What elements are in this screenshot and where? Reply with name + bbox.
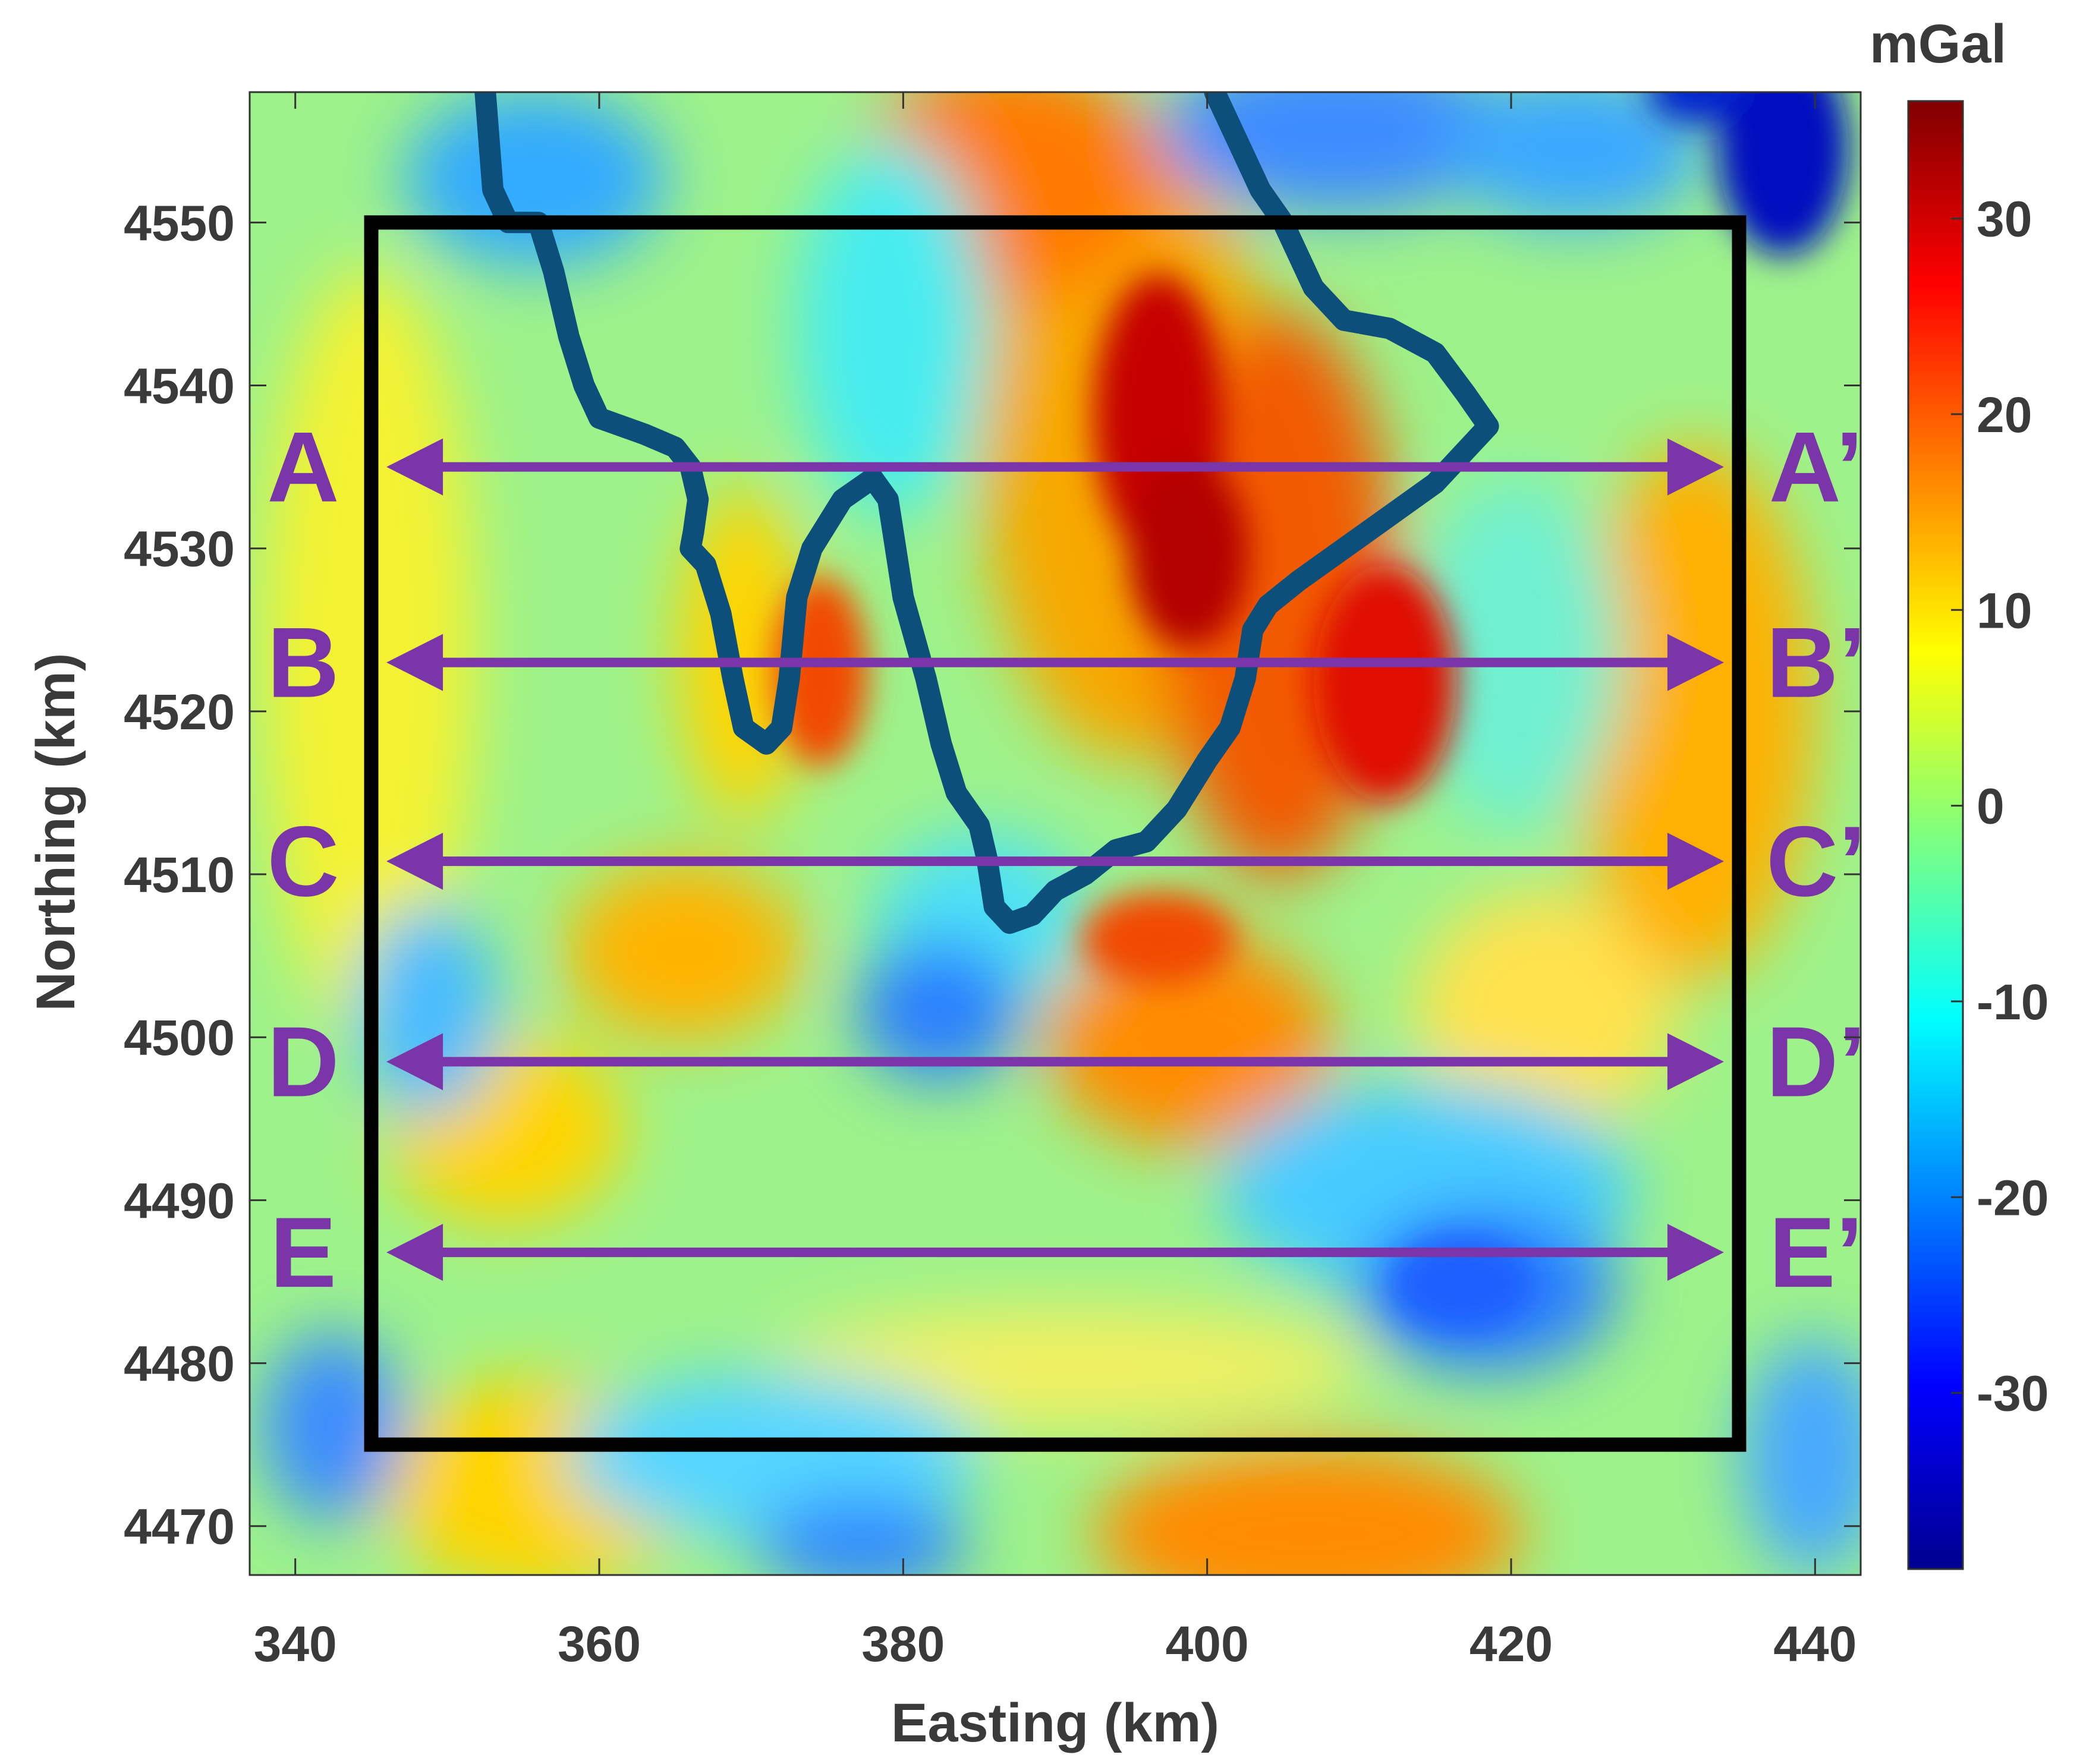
profile-start-label: D xyxy=(267,1006,339,1117)
colorbar-tick-label: -30 xyxy=(1977,1366,2049,1422)
profile-end-label: C’ xyxy=(1766,805,1866,917)
profile-end-label: A’ xyxy=(1769,411,1864,523)
profile-a: A A’ xyxy=(267,411,1863,523)
arrowhead-left xyxy=(386,438,443,496)
x-tick-label: 340 xyxy=(254,1616,337,1672)
profile-start-label: B xyxy=(267,607,339,719)
colorbar-tick-label: -10 xyxy=(1977,974,2049,1030)
arrowhead-left xyxy=(386,833,443,890)
x-axis: 340 360 380 400 420 440 xyxy=(254,92,1857,1672)
colorbar-tick-label: 0 xyxy=(1977,779,2005,834)
y-tick-label: 4520 xyxy=(124,684,235,740)
y-axis-title: Northing (km) xyxy=(26,653,86,1011)
y-tick-label: 4550 xyxy=(124,195,235,251)
colorbar-title: mGal xyxy=(1870,14,2006,74)
arrowhead-left xyxy=(386,634,443,691)
arrowhead-right xyxy=(1667,833,1724,890)
profile-b: B B’ xyxy=(267,607,1866,719)
x-tick-label: 380 xyxy=(861,1616,945,1672)
arrowhead-right xyxy=(1667,1224,1724,1281)
profile-start-label: A xyxy=(267,411,339,523)
colorbar-tick-label: 30 xyxy=(1977,191,2032,247)
profile-start-label: C xyxy=(267,805,339,917)
anomaly-map xyxy=(250,92,1861,1575)
y-axis: 4470 4480 4490 4500 4510 4520 4530 4540 4550 xyxy=(124,195,1861,1555)
colorbar-scale xyxy=(1907,100,1964,1570)
profile-e: E E’ xyxy=(270,1196,1863,1308)
x-tick-label: 360 xyxy=(558,1616,641,1672)
profile-c: C C’ xyxy=(267,805,1866,917)
y-tick-label: 4530 xyxy=(124,521,235,577)
x-tick-label: 440 xyxy=(1773,1616,1857,1672)
arrowhead-left xyxy=(386,1224,443,1281)
colorbar-tick-label: -20 xyxy=(1977,1170,2049,1226)
x-tick-label: 420 xyxy=(1470,1616,1553,1672)
colorbar: mGal 30 20 10 0 -10 -20 -30 xyxy=(1870,14,2049,1570)
arrowhead-right xyxy=(1667,1033,1724,1091)
plot-frame xyxy=(248,91,1862,1576)
y-tick-label: 4510 xyxy=(124,847,235,903)
x-tick-label: 400 xyxy=(1166,1616,1249,1672)
study-area-rectangle xyxy=(364,215,1747,1452)
arrowhead-right xyxy=(1667,438,1724,496)
y-tick-label: 4470 xyxy=(124,1499,235,1555)
profile-end-label: D’ xyxy=(1766,1006,1866,1117)
y-tick-label: 4490 xyxy=(124,1173,235,1228)
profile-end-label: B’ xyxy=(1766,607,1866,719)
profile-end-label: E’ xyxy=(1769,1196,1864,1308)
y-tick-label: 4540 xyxy=(124,358,235,414)
colorbar-tick-label: 20 xyxy=(1977,387,2032,443)
colorbar-tick-label: 10 xyxy=(1977,582,2032,638)
y-tick-label: 4500 xyxy=(124,1010,235,1066)
colorbar-ticks: 30 20 10 0 -10 -20 -30 xyxy=(1951,191,2049,1422)
profile-start-label: E xyxy=(270,1196,336,1308)
x-axis-title: Easting (km) xyxy=(891,1693,1219,1753)
profile-d: D D’ xyxy=(267,1006,1866,1117)
arrowhead-right xyxy=(1667,634,1724,691)
arrowhead-left xyxy=(386,1033,443,1091)
boundary-line xyxy=(474,92,1499,934)
profile-lines: A A’ B B’ C C’ D D’ E E’ xyxy=(267,411,1866,1309)
y-tick-label: 4480 xyxy=(124,1336,235,1392)
